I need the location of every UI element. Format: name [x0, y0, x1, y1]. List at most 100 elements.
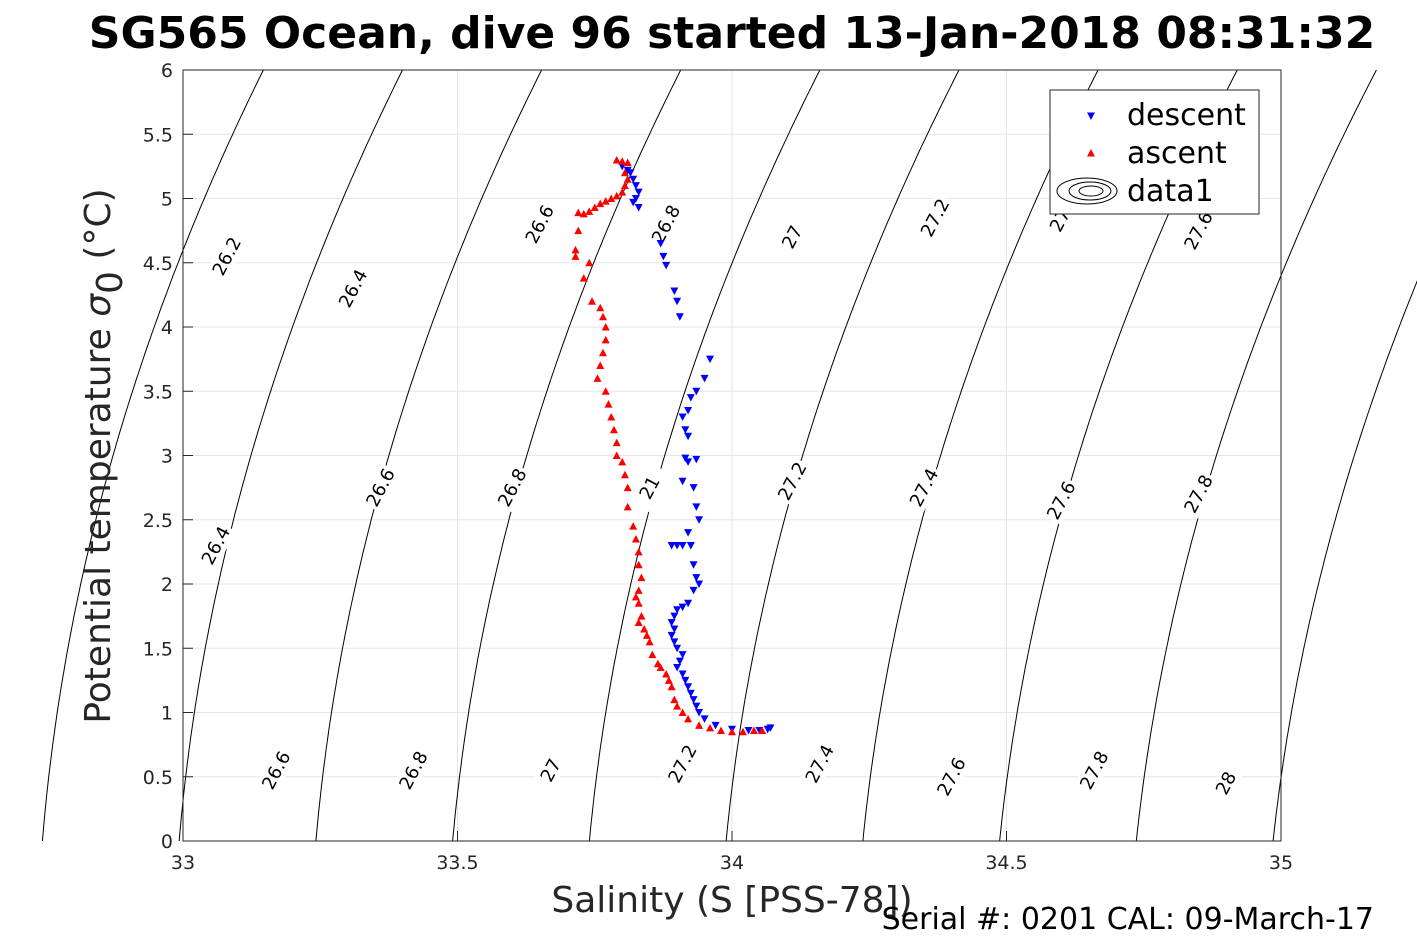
descent-point	[689, 696, 698, 704]
descent-point	[744, 726, 753, 735]
legend-markers	[1087, 112, 1095, 157]
y-tick-label: 4	[161, 317, 173, 339]
contour-label-bg	[1178, 206, 1219, 256]
descent-point	[631, 195, 640, 203]
descent-point	[634, 188, 643, 197]
isopycnal-line	[862, 69, 1099, 842]
ascent-point	[588, 297, 597, 305]
ascent-point	[601, 387, 610, 395]
contour-label-bg	[393, 745, 434, 795]
contour-label-bg	[1206, 758, 1247, 808]
descent-point	[711, 721, 720, 730]
y-tick-label: 0.5	[143, 767, 173, 789]
ascent-point	[601, 335, 610, 344]
ascent-point	[634, 547, 643, 556]
legend-contour-icon	[1056, 177, 1118, 205]
contour-label-bg	[206, 231, 247, 281]
descent-point	[689, 484, 698, 492]
contour-label-bg	[195, 520, 236, 571]
contour-label-bg	[360, 463, 401, 513]
descent-point	[673, 664, 682, 672]
descent-point	[692, 503, 701, 511]
descent-point	[692, 702, 701, 711]
legend-descent-marker	[1087, 112, 1095, 120]
descent-point	[689, 586, 698, 595]
contour-label-bg	[519, 199, 560, 249]
descent-point	[673, 297, 682, 306]
descent-point	[700, 374, 709, 383]
descent-point	[631, 182, 640, 190]
descent-point	[681, 676, 690, 685]
ascent-point	[612, 451, 621, 459]
contour-label-bg	[629, 463, 670, 513]
ascent-point	[728, 727, 736, 736]
ascent-point	[667, 682, 676, 691]
y-tick-label: 3.5	[143, 381, 173, 403]
ascent-point	[571, 252, 580, 260]
ascent-point	[631, 592, 640, 601]
descent-point	[670, 612, 679, 621]
descent-point	[618, 162, 627, 171]
legend-label-descent: descent	[1127, 98, 1246, 133]
descent-point	[629, 198, 638, 207]
y-axis-label-unit: (°C)	[78, 188, 119, 271]
ascent-point	[601, 323, 610, 331]
ascent-point	[596, 361, 605, 370]
y-tick-label: 2.5	[143, 510, 173, 532]
ascent-point	[662, 669, 671, 678]
contour-label-bg	[799, 739, 840, 789]
ascent-point	[648, 650, 657, 659]
ascent-point	[642, 631, 651, 639]
descent-point	[686, 394, 695, 402]
descent-point	[692, 574, 701, 582]
descent-point	[659, 252, 668, 261]
y-tick-label: 3	[161, 446, 173, 468]
ascent-point	[678, 708, 687, 716]
isopycnal-line	[1272, 280, 1417, 842]
contour-label-bg	[662, 739, 703, 789]
descent-point	[686, 689, 695, 698]
descent-point	[684, 683, 693, 691]
y-axis-label: Potential temperature σ0 (°C)	[78, 188, 131, 723]
ascent-point	[607, 194, 616, 202]
descent-point	[678, 603, 687, 612]
contour-label-bg	[931, 752, 972, 802]
ascent-point	[656, 663, 665, 672]
descent-point	[675, 313, 684, 321]
ascent-point	[706, 723, 715, 732]
legend-label-data1: data1	[1127, 174, 1214, 209]
descent-point	[667, 631, 676, 640]
ascent-point	[620, 168, 629, 177]
descent-point	[706, 355, 715, 364]
descent-point	[629, 175, 638, 184]
descent-point	[667, 619, 676, 627]
isopycnal-line	[315, 69, 543, 842]
descent-point	[678, 670, 687, 678]
ascent-point	[634, 586, 643, 594]
contour-label-bg	[492, 463, 533, 513]
descent-point	[695, 709, 704, 717]
ascent-point	[623, 483, 632, 492]
descent-point	[678, 477, 687, 486]
descent-point	[675, 657, 684, 666]
ascent-point	[637, 612, 646, 620]
serial-cal-footer: Serial #: 0201 CAL: 09-March-17	[882, 902, 1374, 937]
descent-point	[689, 561, 698, 569]
x-tick-label: 35	[1269, 852, 1293, 874]
contour-label-bg	[772, 456, 813, 506]
ascent-point	[596, 303, 605, 312]
ascent-point	[620, 470, 629, 479]
descent-point	[684, 432, 693, 441]
ascent-point	[593, 374, 602, 382]
ascent-point	[717, 726, 726, 734]
y-tick-label: 5	[161, 189, 173, 211]
legend: descent ascent data1	[1049, 89, 1260, 215]
legend-ascent-marker	[1087, 149, 1095, 157]
descent-point	[681, 426, 690, 434]
descent-point	[678, 413, 687, 421]
density-contour-labels: 26.226.426.6 26.8 27 27.2 27. 27.626.426.6 26.…	[195, 193, 1247, 808]
x-tick-label: 33	[171, 852, 195, 874]
descent-point	[673, 606, 682, 614]
ascent-point	[598, 348, 607, 357]
descent-point	[634, 203, 643, 212]
